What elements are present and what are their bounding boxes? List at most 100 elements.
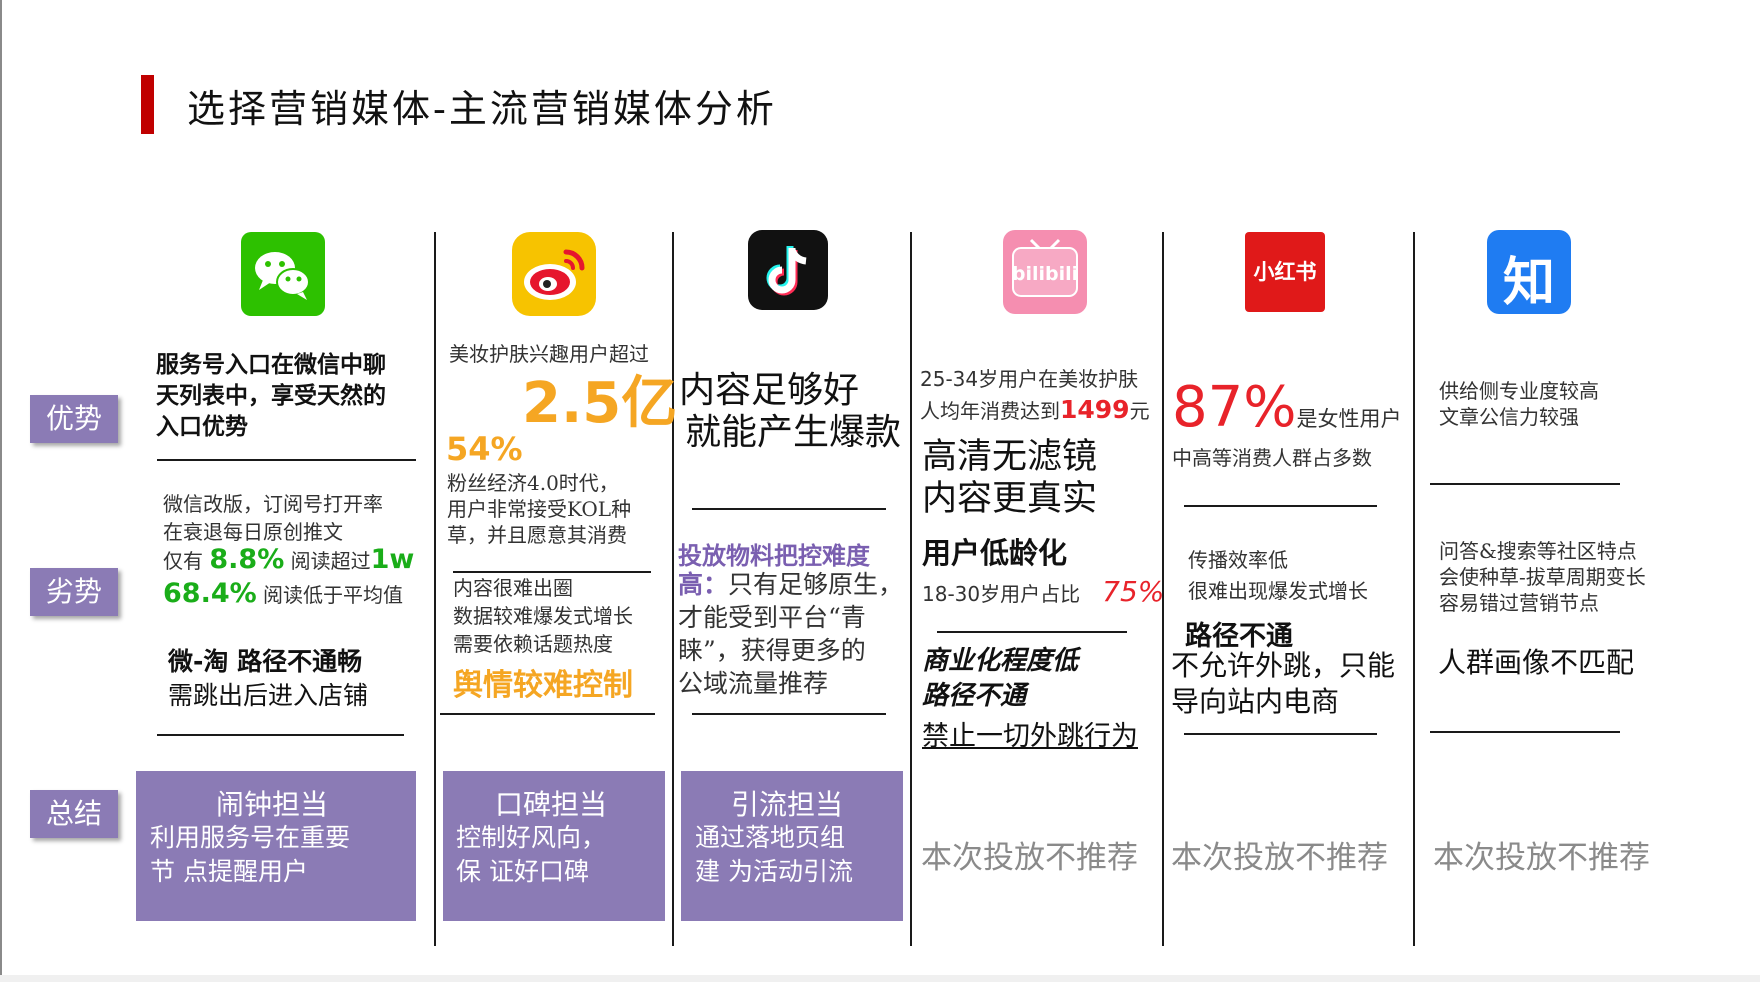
stat-value: 1499 [1060, 395, 1130, 424]
column-divider [672, 232, 674, 946]
stat-value: 75% [1102, 575, 1165, 608]
weibo-advantage: 粉丝经济4.0时代， 用户非常接受KOL种 草，并且愿意其消费 [447, 470, 631, 548]
column-divider [434, 232, 436, 946]
svg-text:bilibili: bilibili [1012, 263, 1078, 285]
stat-value: 68.4% [163, 578, 257, 609]
bilibili-icon: bilibili [1003, 230, 1087, 314]
slide-edge [0, 0, 2, 982]
text-line: 就能产生爆款 [685, 412, 902, 453]
text: 只有足够原生， [728, 570, 904, 599]
zhihu-audience-mismatch: 人群画像不匹配 [1438, 646, 1635, 679]
text-line: 利用服务号在重要 [150, 823, 351, 852]
bilibili-spend-line: 人均年消费达到1499元 [920, 395, 1150, 424]
wechat-icon [241, 232, 325, 316]
logo-text: 知 [1502, 252, 1555, 313]
text-line: 容易错过营销节点 [1439, 591, 1599, 615]
text-line: 服务号入口在微信中聊 [156, 352, 386, 378]
text: 元 [1129, 399, 1150, 423]
text-line: 保 证好口碑 [456, 857, 589, 886]
text-line: 内容很难出圈 [453, 576, 573, 600]
text-line: 问答&搜索等社区特点 [1439, 539, 1637, 563]
summary-text: 通过落地页组 建 为活动引流 [695, 821, 853, 889]
bilibili-no-redirect: 禁止一切外跳行为 [922, 721, 1138, 752]
summary-title: 口碑担当 [495, 788, 608, 821]
divider-line [692, 713, 886, 715]
stat-value: 87% [1172, 375, 1297, 440]
text-line: 会使种草-拔草周期变长 [1439, 565, 1646, 589]
divider-line [1430, 731, 1620, 733]
divider-line [692, 508, 886, 510]
bilibili-advantage: 高清无滤镜 内容更真实 [922, 436, 1097, 520]
zhihu-advantage: 供给侧专业度较高 文章公信力较强 [1439, 378, 1599, 430]
bilibili-age-stat: 18-30岁用户占比 75% [922, 575, 1164, 608]
weibo-icon [512, 232, 596, 316]
text-line: 不允许外跳，只能 [1171, 649, 1396, 682]
divider-line [157, 459, 416, 461]
text-line: 文章公信力较强 [1439, 405, 1579, 429]
douyin-difficulty: 投放物料把控难度 [678, 542, 870, 570]
douyin-advantage: 内容足够好 就能产生爆款 [679, 370, 901, 454]
text: 是女性用户 [1296, 407, 1402, 431]
title-accent-bar [141, 75, 154, 134]
summary-box-wechat: 闹钟担当 利用服务号在重要 节 点提醒用户 [136, 771, 416, 921]
text-line: 内容足够好 [679, 370, 860, 411]
column-divider [910, 232, 912, 946]
divider-line [453, 571, 651, 573]
xiaohongshu-not-recommended: 本次投放不推荐 [1171, 840, 1388, 876]
text-line: 在衰退每日原创推文 [163, 520, 343, 544]
bilibili-not-recommended: 本次投放不推荐 [921, 840, 1138, 876]
weibo-risk-highlight: 舆情较难控制 [453, 668, 633, 703]
douyin-disadvantage: 高：只有足够原生， 才能受到平台“青 睐”，获得更多的 公域流量推荐 [678, 568, 903, 700]
text-line: 内容更真实 [922, 479, 1098, 519]
zhihu-disadvantage: 问答&搜索等社区特点 会使种草-拔草周期变长 容易错过营销节点 [1439, 538, 1646, 616]
text-line: 控制好风向， [456, 823, 607, 852]
stat-value: 1w [370, 544, 415, 575]
summary-text: 利用服务号在重要 节 点提醒用户 [150, 821, 350, 889]
text-line: 数据较难爆发式增长 [453, 604, 633, 628]
wechat-stat-line-1: 仅有 8.8% 阅读超过1w [163, 544, 414, 575]
xiaohongshu-path-detail: 不允许外跳，只能 导向站内电商 [1171, 648, 1395, 720]
bottom-band [0, 975, 1760, 982]
text-line: 入口优势 [156, 414, 248, 440]
text-line: 草，并且愿意其消费 [447, 523, 627, 547]
summary-box-douyin: 引流担当 通过落地页组 建 为活动引流 [681, 771, 903, 921]
divider-line [1184, 733, 1377, 735]
wechat-path-detail: 需跳出后进入店铺 [168, 681, 369, 710]
weibo-adv-intro: 美妆护肤兴趣用户超过 [449, 342, 649, 366]
text-line: 建 为活动引流 [695, 857, 853, 886]
xiaohongshu-consumer-stat: 中高等消费人群占多数 [1172, 446, 1372, 470]
divider-line [937, 631, 1127, 633]
bilibili-young-users: 用户低龄化 [922, 536, 1068, 570]
summary-title: 引流担当 [731, 788, 844, 821]
text-line: 天列表中，享受天然的 [156, 383, 386, 409]
text-line: 睐”，获得更多的 [678, 636, 866, 665]
xiaohongshu-female-stat: 87%是女性用户 [1172, 375, 1401, 440]
wechat-disadvantage: 微信改版，订阅号打开率 在衰退每日原创推文 [163, 490, 383, 546]
summary-title: 闹钟担当 [216, 788, 329, 821]
divider-line [1184, 505, 1377, 507]
xiaohongshu-path-blocked: 路径不通 [1185, 621, 1293, 652]
text: 高： [678, 570, 729, 599]
text-line: 供给侧专业度较高 [1439, 379, 1599, 403]
row-label-advantage: 优势 [30, 395, 118, 443]
wechat-advantage: 服务号入口在微信中聊 天列表中，享受天然的 入口优势 [156, 350, 386, 443]
text-line: 公域流量推荐 [678, 669, 829, 698]
divider-line [1430, 483, 1620, 485]
page-title: 选择营销媒体-主流营销媒体分析 [187, 87, 777, 131]
xiaohongshu-disadvantage: 传播效率低 很难出现爆发式增长 [1188, 545, 1368, 607]
text-line: 导向站内电商 [1171, 685, 1340, 718]
text-line: 传播效率低 [1188, 548, 1288, 572]
row-label-summary: 总结 [30, 790, 118, 838]
text-line: 很难出现爆发式增长 [1188, 579, 1368, 603]
weibo-user-count: 2.5亿 [522, 371, 678, 436]
logo-text: 小红书 [1253, 260, 1317, 284]
text: 人均年消费达到 [920, 399, 1060, 423]
text-line: 路径不通 [922, 681, 1027, 711]
text-line: 用户非常接受KOL种 [447, 497, 632, 521]
text-line: 节 点提醒用户 [150, 857, 308, 886]
tiktok-icon [748, 230, 828, 310]
xiaohongshu-icon: 小红书 [1245, 232, 1325, 312]
bilibili-adv-intro: 25-34岁用户在美妆护肤 [920, 367, 1139, 391]
zhihu-not-recommended: 本次投放不推荐 [1433, 840, 1650, 876]
